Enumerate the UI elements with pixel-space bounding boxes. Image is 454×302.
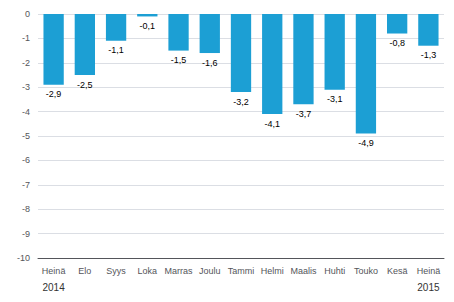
svg-text:Helmi: Helmi	[261, 266, 284, 276]
svg-text:-10: -10	[17, 253, 30, 263]
svg-text:-4,1: -4,1	[264, 119, 280, 129]
svg-text:-4,9: -4,9	[358, 138, 374, 148]
svg-text:Touko: Touko	[354, 266, 378, 276]
svg-text:-8: -8	[22, 204, 30, 214]
svg-text:-6: -6	[22, 155, 30, 165]
svg-text:Huhti: Huhti	[324, 266, 345, 276]
svg-text:Kesä: Kesä	[387, 266, 408, 276]
svg-text:Maalis: Maalis	[290, 266, 317, 276]
svg-text:-2: -2	[22, 58, 30, 68]
svg-text:-7: -7	[22, 180, 30, 190]
svg-text:-0,8: -0,8	[389, 38, 405, 48]
svg-text:Joulu: Joulu	[199, 266, 221, 276]
svg-text:2014: 2014	[42, 282, 65, 293]
svg-text:Syys: Syys	[106, 266, 126, 276]
svg-text:Elo: Elo	[78, 266, 91, 276]
svg-text:Loka: Loka	[138, 266, 158, 276]
svg-text:-1,6: -1,6	[202, 58, 218, 68]
svg-text:-1,1: -1,1	[108, 45, 124, 55]
svg-text:-3,7: -3,7	[296, 109, 312, 119]
svg-text:-3,1: -3,1	[327, 94, 343, 104]
svg-text:0: 0	[25, 9, 30, 19]
svg-text:-4: -4	[22, 107, 30, 117]
svg-text:-1: -1	[22, 33, 30, 43]
svg-text:-3: -3	[22, 82, 30, 92]
svg-text:-2,9: -2,9	[46, 89, 62, 99]
svg-text:Heinä: Heinä	[417, 266, 441, 276]
svg-text:-1,5: -1,5	[171, 55, 187, 65]
svg-text:Tammi: Tammi	[228, 266, 255, 276]
svg-text:2015: 2015	[417, 282, 440, 293]
svg-text:-2,5: -2,5	[77, 80, 93, 90]
svg-text:Heinä: Heinä	[42, 266, 66, 276]
svg-text:-0,1: -0,1	[140, 21, 156, 31]
svg-text:-9: -9	[22, 229, 30, 239]
svg-text:Marras: Marras	[165, 266, 194, 276]
svg-text:-3,2: -3,2	[233, 97, 249, 107]
svg-text:-5: -5	[22, 131, 30, 141]
svg-text:-1,3: -1,3	[421, 50, 437, 60]
